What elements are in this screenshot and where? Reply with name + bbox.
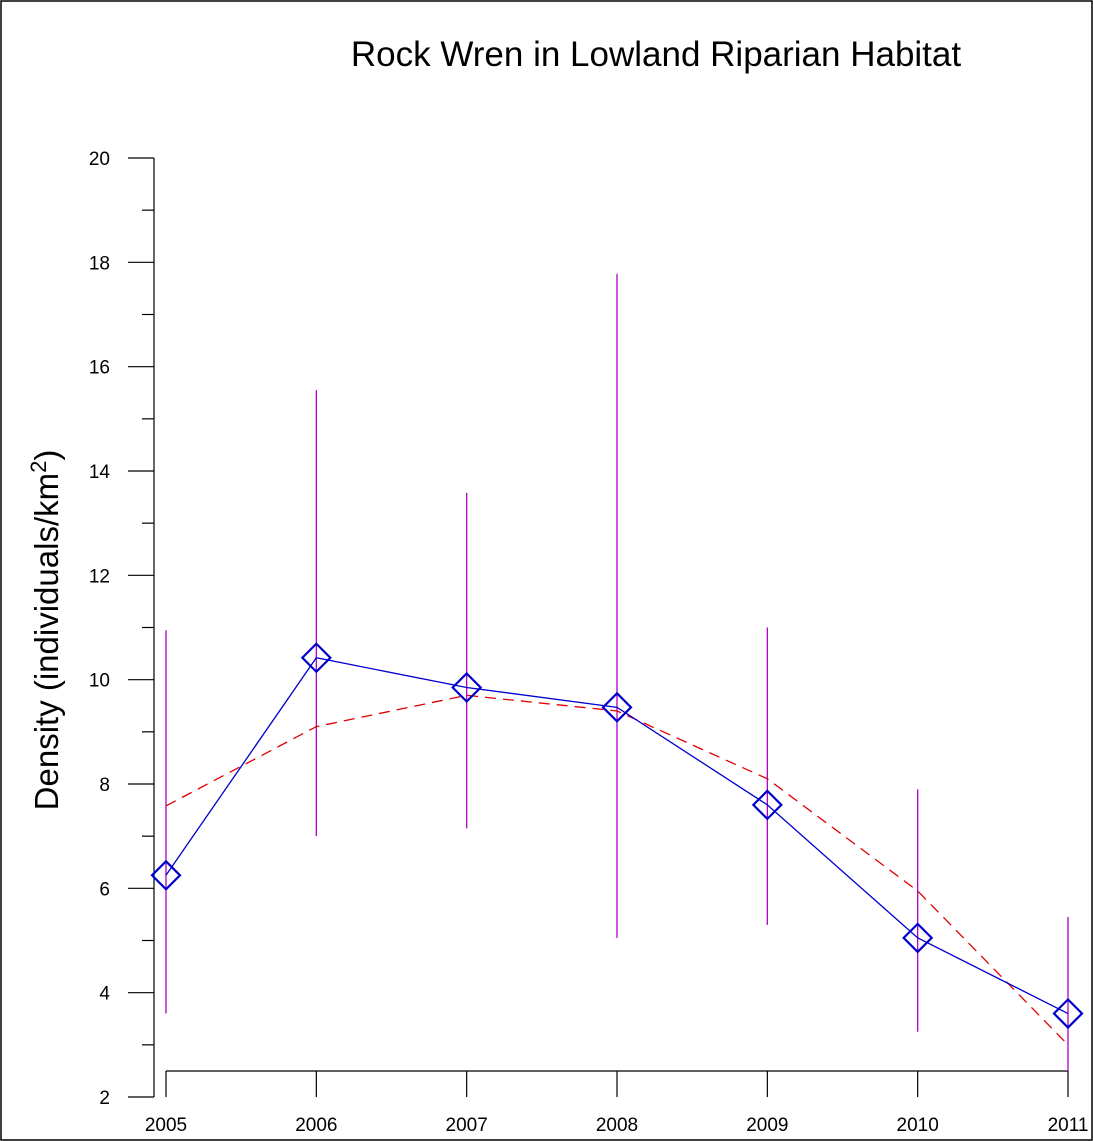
x-tick-label-2010: 2010 xyxy=(897,1115,939,1136)
series-line xyxy=(165,657,1069,1015)
x-tick-label-2005: 2005 xyxy=(145,1115,187,1136)
y-axis-label-close: ) xyxy=(28,450,65,461)
y-tick-label-18: 18 xyxy=(89,253,110,274)
x-tick-label-2006: 2006 xyxy=(295,1115,337,1136)
data-point-2006 xyxy=(300,642,332,674)
y-axis-label: Density (individuals/km2) xyxy=(26,450,65,811)
data-point-2008 xyxy=(601,691,633,723)
data-point-2007 xyxy=(451,671,483,704)
x-tick-label-2011: 2011 xyxy=(1048,1115,1089,1136)
data-point-2011 xyxy=(1052,997,1084,1030)
y-tick-label-12: 12 xyxy=(89,566,110,587)
fit-series xyxy=(165,694,1069,1046)
chart-title: Rock Wren in Lowland Riparian Habitat xyxy=(351,35,961,74)
main-series xyxy=(150,642,1084,1030)
fit-line xyxy=(165,694,1069,1046)
x-tick-label-2007: 2007 xyxy=(446,1115,488,1136)
y-tick-label-2: 2 xyxy=(99,1088,110,1109)
y-tick-label-10: 10 xyxy=(89,671,110,692)
axes: 2 4 6 8 10 12 14 16 18 20 2005 2006 2007 2008 2009 2010… xyxy=(89,149,1089,1136)
x-tick-label-2008: 2008 xyxy=(596,1115,638,1136)
y-tick-label-20: 20 xyxy=(89,149,110,170)
data-point-2009 xyxy=(751,789,783,821)
y-axis-label-main: Density (individuals/km xyxy=(28,473,65,810)
data-point-2005 xyxy=(150,859,182,891)
y-axis-label-superscript: 2 xyxy=(26,461,51,473)
error-bars xyxy=(165,273,1069,1071)
y-tick-label-4: 4 xyxy=(99,984,110,1005)
x-tick-label-2009: 2009 xyxy=(746,1115,788,1136)
data-point-2010 xyxy=(902,922,934,954)
y-tick-label-6: 6 xyxy=(99,879,110,900)
y-tick-label-8: 8 xyxy=(99,775,110,796)
y-tick-label-16: 16 xyxy=(89,358,110,379)
y-tick-label-14: 14 xyxy=(89,462,111,483)
